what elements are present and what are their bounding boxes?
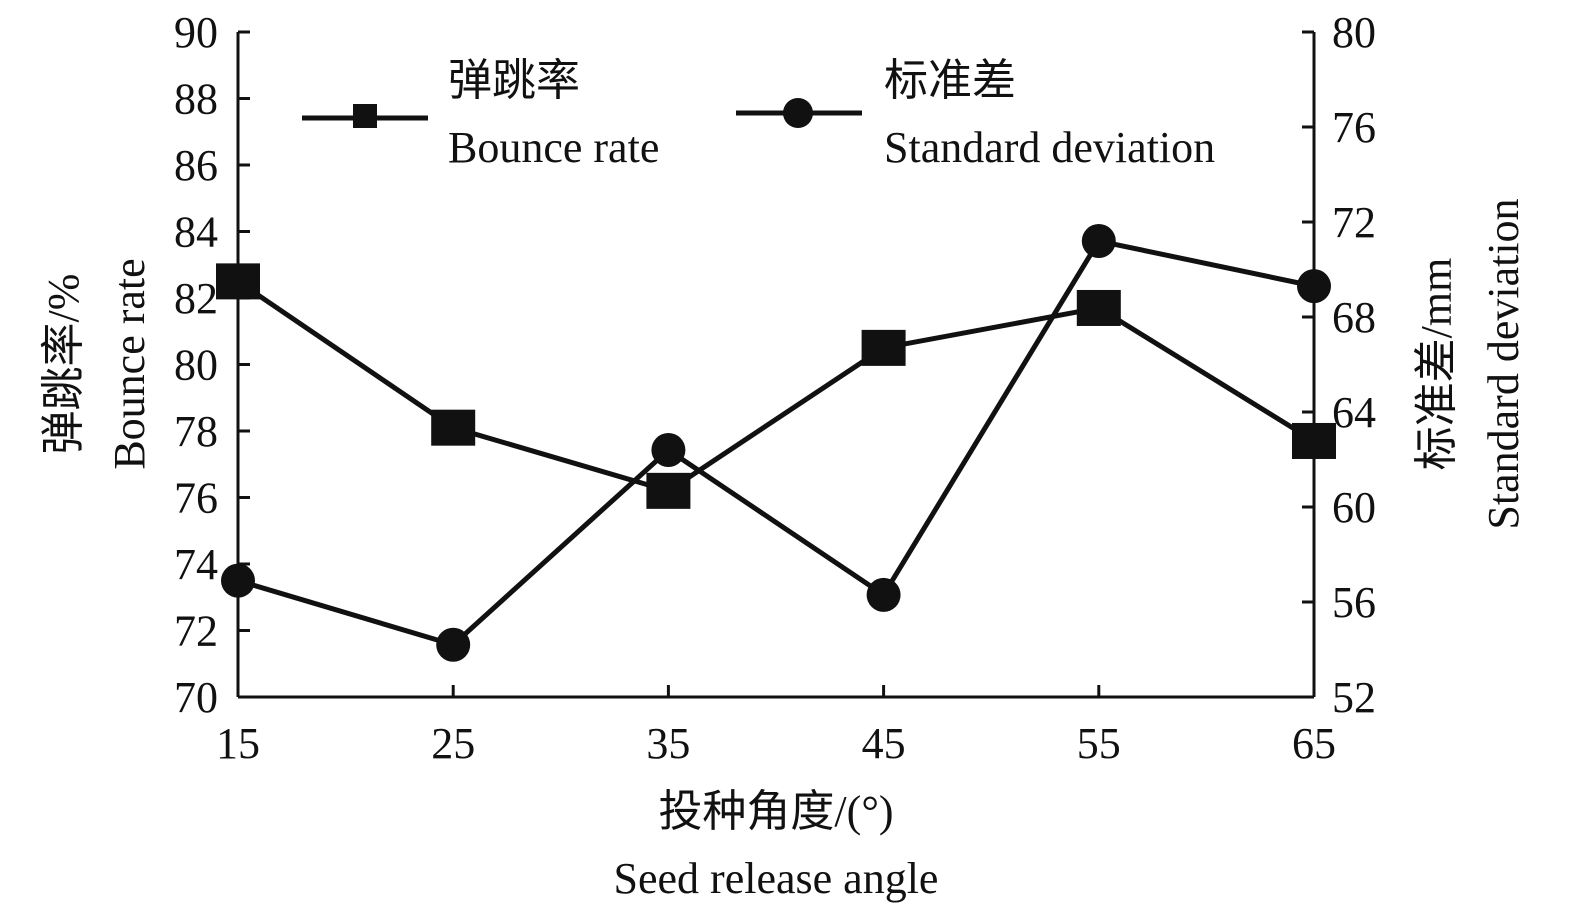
left-y-tick-label: 86 [174, 141, 218, 190]
left-y-tick-label: 74 [174, 540, 218, 589]
bounce-rate-point [1076, 289, 1121, 326]
x-tick-label: 55 [1077, 719, 1121, 768]
left-y-tick-label: 90 [174, 8, 218, 57]
left-y-tick-label: 78 [174, 407, 218, 456]
left-y-tick-label: 80 [174, 341, 218, 390]
x-tick-label: 45 [862, 719, 906, 768]
bounce-rate-point [1292, 422, 1336, 459]
tick-group: 15 25 35 45 55 65 70 72 74 76 78 80 82 84 86 88 90 52 56 60… [174, 8, 1376, 768]
legend-standard-deviation-label-cn: 标准差 [884, 56, 1016, 105]
right-y-tick-label: 72 [1332, 198, 1376, 247]
series-line-standard-deviation [237, 238, 1315, 648]
x-tick-label: 65 [1292, 719, 1336, 768]
bounce-rate-point [861, 329, 906, 366]
standard-deviation-point [1081, 224, 1116, 258]
right-y-axis-title-en: Standard deviation [1479, 198, 1528, 529]
right-y-tick-label: 52 [1332, 673, 1376, 722]
standard-deviation-point [866, 577, 901, 612]
legend-standard-deviation-label-en: Standard deviation [884, 123, 1215, 172]
legend-bounce-rate-marker [353, 104, 377, 128]
x-axis-title-en: Seed release angle [614, 854, 939, 903]
left-y-tick-label: 84 [174, 208, 218, 257]
bounce-rate-point [431, 409, 476, 446]
right-y-tick-label: 76 [1332, 103, 1376, 152]
left-y-tick-label: 88 [174, 75, 218, 124]
x-tick-label: 35 [646, 719, 690, 768]
legend-item-bounce-rate: 弹跳率 Bounce rate [302, 56, 659, 172]
standard-deviation-point [221, 563, 255, 598]
right-y-tick-label: 60 [1332, 483, 1376, 532]
left-y-tick-label: 72 [174, 607, 218, 656]
legend-item-standard-deviation: 标准差 Standard deviation [736, 56, 1215, 172]
legend-bounce-rate-label-cn: 弹跳率 [448, 56, 580, 105]
left-y-axis-title-cn: 弹跳率/% [39, 274, 88, 455]
right-y-tick-label: 56 [1332, 578, 1376, 627]
right-y-tick-label: 64 [1332, 388, 1376, 437]
left-y-tick-label: 82 [174, 274, 218, 323]
x-axis-title-cn: 投种角度/(°) [658, 787, 893, 836]
left-y-tick-label: 70 [174, 673, 218, 722]
right-y-axis-title-cn: 标准差/mm [1412, 258, 1461, 471]
x-tick-label: 15 [216, 719, 260, 768]
series-line-bounce-rate [236, 279, 1316, 494]
series-group [216, 224, 1336, 662]
standard-deviation-point [1297, 269, 1331, 304]
legend: 弹跳率 Bounce rate 标准差 Standard deviation [302, 56, 1215, 172]
left-y-axis-title-en: Bounce rate [105, 258, 154, 469]
left-y-tick-label: 76 [174, 474, 218, 523]
x-tick-label: 25 [431, 719, 475, 768]
bounce-rate-point [646, 472, 691, 509]
right-y-tick-label: 68 [1332, 293, 1376, 342]
standard-deviation-point [651, 433, 686, 467]
legend-bounce-rate-label-en: Bounce rate [448, 123, 659, 172]
right-y-tick-label: 80 [1332, 8, 1376, 57]
bounce-rate-point [216, 263, 260, 300]
standard-deviation-point [436, 627, 471, 662]
legend-standard-deviation-marker [783, 98, 813, 128]
